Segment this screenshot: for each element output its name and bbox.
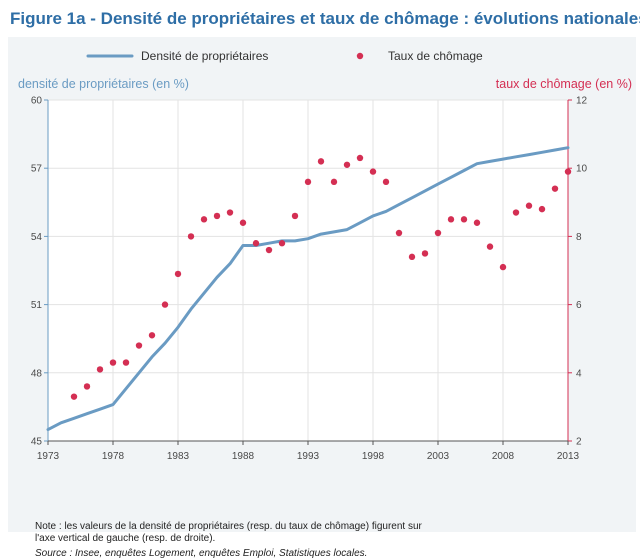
x-tick-label: 1973 (37, 451, 60, 462)
figure-title: Figure 1a - Densité de propriétaires et … (10, 9, 640, 28)
legend-dot-label: Taux de chômage (388, 49, 483, 63)
data-point-chomage (265, 246, 273, 254)
data-point-chomage (395, 229, 403, 237)
left-axis-title: densité de propriétaires (en %) (18, 77, 189, 91)
left-tick-label: 57 (31, 164, 43, 175)
data-point-chomage (421, 250, 429, 257)
x-tick-label: 1988 (232, 451, 255, 462)
data-point-chomage (538, 205, 546, 213)
right-axis-title: taux de chômage (en %) (496, 77, 632, 91)
data-point-chomage (382, 178, 390, 186)
data-point-chomage (369, 168, 377, 175)
x-tick-label: 1998 (362, 451, 385, 462)
data-point-chomage (174, 270, 182, 278)
data-point-chomage (252, 240, 260, 247)
data-point-chomage (525, 202, 533, 209)
data-point-chomage (213, 212, 221, 220)
right-tick-label: 6 (576, 300, 582, 311)
chart-source: Source : Insee, enquêtes Logement, enquê… (35, 548, 368, 559)
series-line-densite (46, 146, 570, 432)
data-point-chomage (317, 158, 325, 165)
data-point-chomage (70, 393, 78, 400)
data-point-chomage (499, 263, 507, 271)
data-point-chomage (109, 359, 117, 366)
left-tick-label: 45 (31, 437, 43, 448)
data-point-chomage (551, 185, 559, 192)
data-point-chomage (161, 301, 169, 308)
data-point-chomage (304, 178, 312, 186)
chart: 45 48 51 54 57 60 2 4 6 8 10 12 1973 1978 1983 1988 1993… (18, 49, 632, 462)
data-point-chomage (239, 219, 247, 226)
note-text: Note : les valeurs de la densité de prop… (35, 521, 422, 544)
left-tick-label: 60 (31, 96, 43, 107)
left-tick-label: 51 (31, 300, 43, 311)
x-tick-label: 2003 (427, 451, 450, 462)
data-point-chomage (343, 161, 351, 168)
right-tick-label: 12 (576, 96, 588, 107)
data-point-chomage (187, 233, 195, 240)
data-point-chomage (564, 168, 572, 175)
left-tick-label: 48 (31, 368, 43, 379)
data-point-chomage (122, 359, 130, 366)
data-point-chomage (486, 243, 494, 250)
legend-line-label: Densité de propriétaires (141, 49, 268, 63)
x-tick-label: 1993 (297, 451, 320, 462)
data-point-chomage (83, 383, 91, 390)
right-tick-label: 4 (576, 368, 582, 379)
data-point-chomage (148, 332, 156, 339)
x-tick-label: 2013 (557, 451, 580, 462)
right-tick-label: 8 (576, 232, 582, 243)
data-point-chomage (512, 209, 520, 216)
x-tick-label: 1983 (167, 451, 190, 462)
x-tick-label: 2008 (492, 451, 515, 462)
data-point-chomage (291, 212, 299, 220)
data-point-chomage (460, 216, 468, 223)
chart-note: Note : les valeurs de la densité de prop… (35, 521, 425, 545)
data-point-chomage (330, 178, 338, 186)
x-tick-label: 1978 (102, 451, 125, 462)
legend-dot-swatch (356, 52, 364, 60)
chart-panel: 45 48 51 54 57 60 2 4 6 8 10 12 1973 1978 1983 1988 1993… (8, 37, 636, 559)
data-point-chomage (96, 366, 104, 373)
data-point-chomage (447, 216, 455, 223)
data-point-chomage (135, 342, 143, 349)
data-point-chomage (408, 253, 416, 261)
data-point-chomage (473, 219, 481, 226)
right-tick-label: 10 (576, 164, 588, 175)
data-point-chomage (200, 216, 208, 223)
data-point-chomage (434, 229, 442, 237)
left-tick-label: 54 (31, 232, 43, 243)
data-point-chomage (278, 240, 286, 247)
data-point-chomage (226, 209, 234, 216)
data-point-chomage (356, 154, 364, 162)
right-tick-label: 2 (576, 437, 582, 448)
